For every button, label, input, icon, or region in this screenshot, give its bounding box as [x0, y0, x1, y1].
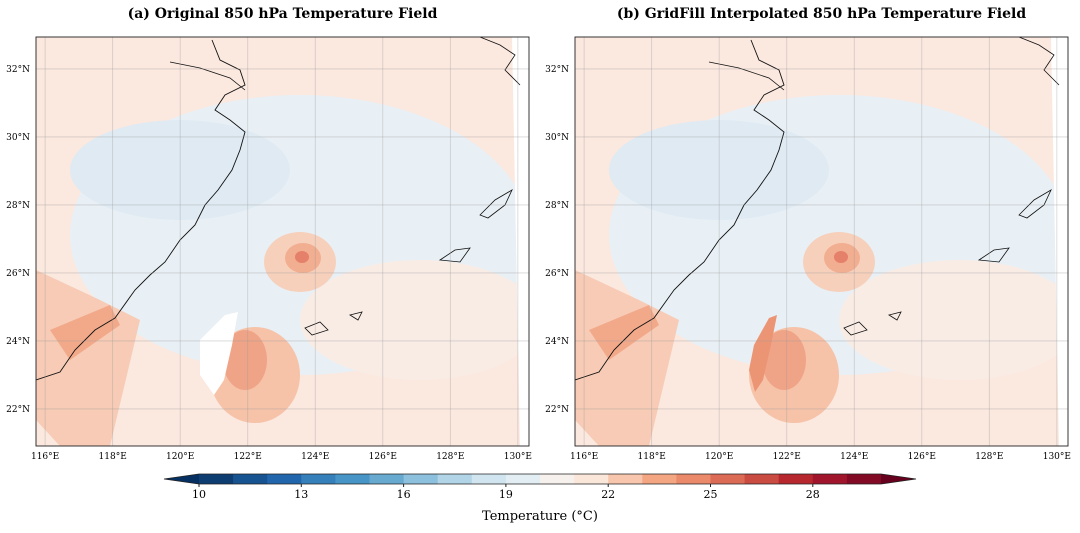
colorbar-tick-label: 13 [294, 488, 308, 501]
colorbar-bin [301, 474, 336, 484]
lat-tick-label: 30°N [545, 133, 569, 143]
colorbar-bin [199, 474, 234, 484]
colorbar-bin [574, 474, 609, 484]
colorbar-tick-label: 22 [601, 488, 615, 501]
lat-tick-label: 22°N [545, 405, 569, 415]
colorbar-bin [676, 474, 711, 484]
panel-title: (b) GridFill Interpolated 850 hPa Temper… [617, 6, 1026, 22]
lat-tick-label: 26°N [6, 269, 30, 279]
colorbar-extend [881, 474, 916, 484]
lon-tick-label: 128°E [975, 452, 1003, 462]
lon-tick-label: 130°E [1043, 452, 1071, 462]
lat-tick-label: 28°N [6, 201, 30, 211]
lat-tick-label: 24°N [6, 337, 30, 347]
lon-tick-label: 116°E [31, 452, 59, 462]
lon-tick-label: 118°E [638, 452, 666, 462]
lat-tick-label: 28°N [545, 201, 569, 211]
colorbar-tick-label: 28 [806, 488, 820, 501]
colorbar-bin [778, 474, 814, 484]
lon-tick-label: 116°E [570, 452, 598, 462]
colorbar-bin [437, 474, 473, 484]
colorbar-bin [267, 474, 302, 484]
colorbar-bin [369, 474, 405, 484]
lat-tick-label: 30°N [6, 133, 30, 143]
colorbar-bin [744, 474, 780, 484]
colorbar-bin [540, 474, 575, 484]
lon-tick-label: 130°E [504, 452, 532, 462]
map-panel: (a) Original 850 hPa Temperature Field 11… [6, 6, 532, 462]
colorbar-bin [710, 474, 746, 484]
colorbar-bin [642, 474, 677, 484]
map-frame [35, 36, 530, 447]
colorbar-bin [812, 474, 848, 484]
filled-data [749, 315, 777, 392]
lon-tick-label: 120°E [705, 452, 733, 462]
lon-tick-label: 122°E [234, 452, 262, 462]
lon-tick-label: 128°E [436, 452, 464, 462]
temperature-field [36, 37, 529, 446]
lat-tick-label: 32°N [6, 65, 30, 75]
missing-data [200, 312, 238, 395]
lat-tick-label: 32°N [545, 65, 569, 75]
colorbar-tick-label: 16 [397, 488, 411, 501]
colorbar-bin [471, 474, 507, 484]
colorbar-bin [846, 474, 882, 484]
lat-tick-label: 26°N [545, 269, 569, 279]
lon-tick-label: 124°E [301, 452, 329, 462]
colorbar-tick-label: 10 [192, 488, 206, 501]
map-frame [574, 36, 1069, 447]
temperature-field [575, 37, 1068, 446]
map-panel: (b) GridFill Interpolated 850 hPa Temper… [545, 6, 1071, 462]
colorbar-label: Temperature (°C) [482, 509, 598, 524]
lat-tick-label: 24°N [545, 337, 569, 347]
panel-title: (a) Original 850 hPa Temperature Field [128, 6, 438, 22]
lon-tick-label: 124°E [840, 452, 868, 462]
colorbar-tick-label: 19 [499, 488, 513, 501]
colorbar-bin [233, 474, 268, 484]
colorbar-bin [608, 474, 643, 484]
colorbar-extend [164, 474, 199, 484]
lat-tick-label: 22°N [6, 405, 30, 415]
colorbar-tick-label: 25 [704, 488, 718, 501]
colorbar-bin [335, 474, 370, 484]
lon-tick-label: 118°E [99, 452, 127, 462]
lon-tick-label: 126°E [369, 452, 397, 462]
lon-tick-label: 120°E [166, 452, 194, 462]
lon-tick-label: 126°E [908, 452, 936, 462]
colorbar-bin [505, 474, 541, 484]
lon-tick-label: 122°E [773, 452, 801, 462]
colorbar-bin [403, 474, 439, 484]
